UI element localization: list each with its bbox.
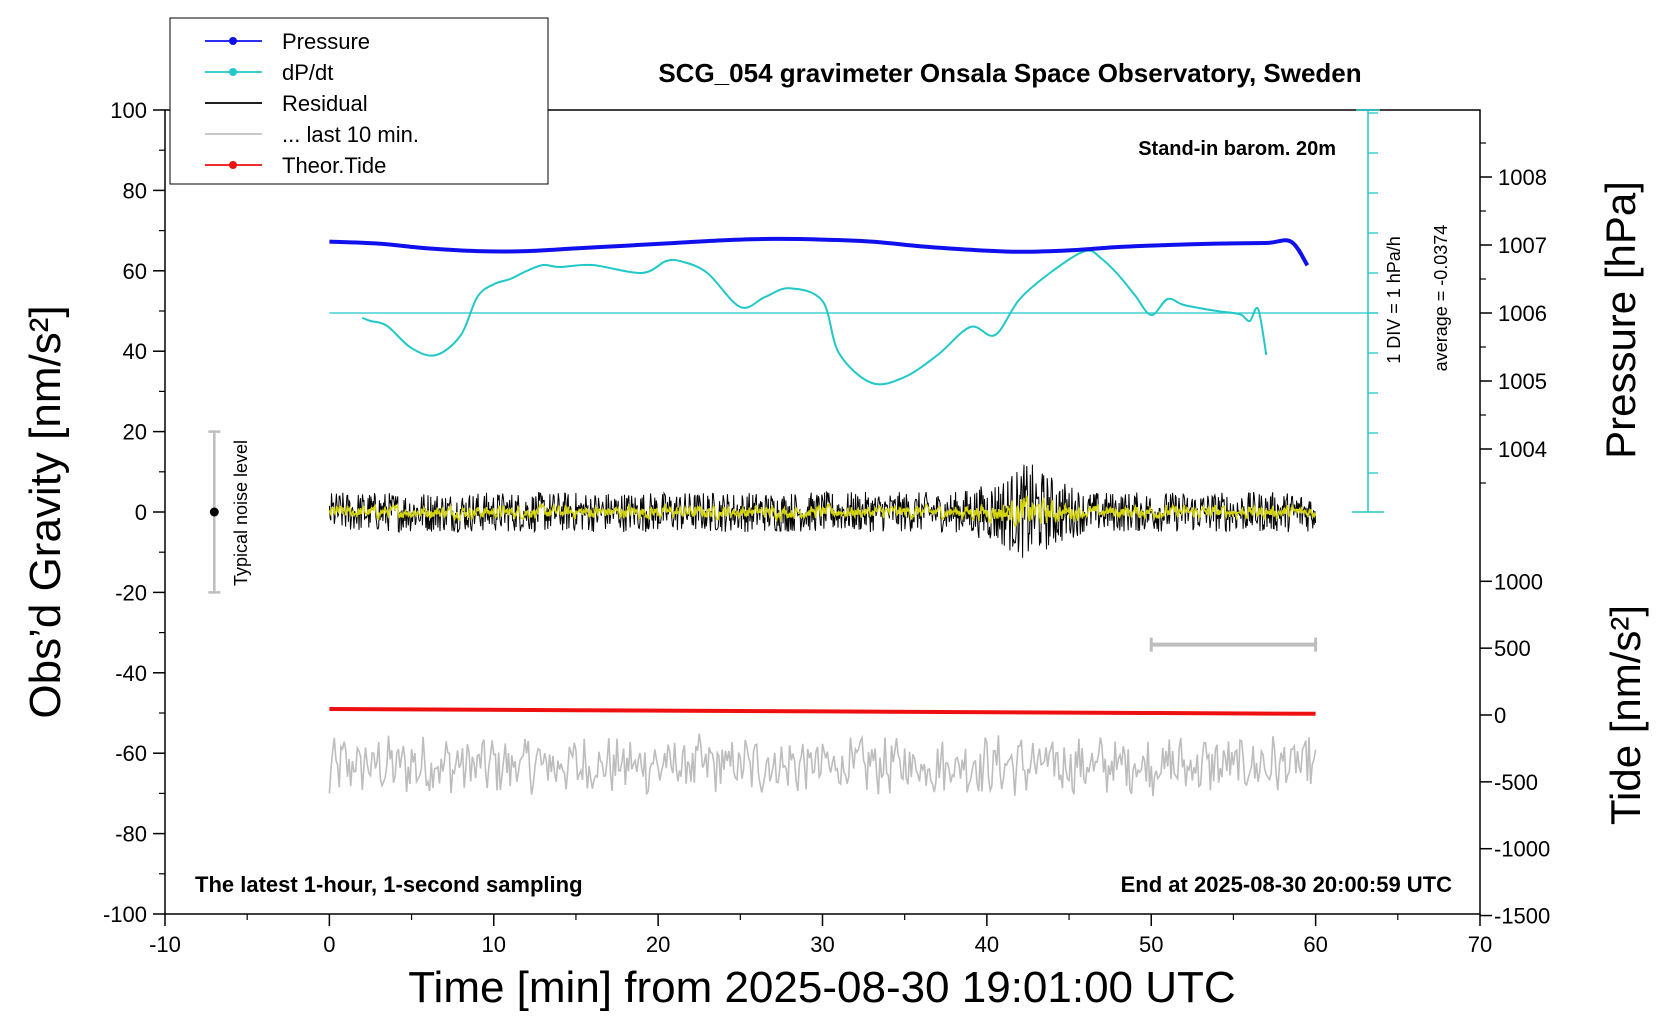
- tide-tick-label: 1000: [1494, 569, 1543, 594]
- dpdt-average-label: average = -0.0374: [1431, 225, 1451, 372]
- x-tick-label: 20: [646, 932, 670, 957]
- legend-label: dP/dt: [282, 60, 333, 85]
- tide-tick-label: 500: [1494, 636, 1531, 661]
- tide-tick-label: 0: [1494, 703, 1506, 728]
- x-tick-label: 50: [1139, 932, 1163, 957]
- x-tick-label: 70: [1468, 932, 1492, 957]
- noise-level-dot: [209, 507, 219, 517]
- legend-label: ... last 10 min.: [282, 122, 419, 147]
- pressure-tick-label: 1008: [1498, 165, 1547, 190]
- series-pressure: [329, 236, 1310, 267]
- legend: Pressure dP/dt Residual ... last 10 min. The…: [169, 17, 549, 185]
- pressure-tick-label: 1005: [1498, 369, 1547, 394]
- dpdt-scale-label: 1 DIV = 1 hPa/h: [1384, 236, 1404, 364]
- y-tick-label: 60: [123, 259, 147, 284]
- pressure-tick-label: 1007: [1498, 233, 1547, 258]
- y-tick-label: 20: [123, 420, 147, 445]
- y-tick-label: -100: [103, 902, 147, 927]
- y-axis-label-left: Obs’d Gravity [nm/s²]: [21, 305, 70, 718]
- y-tick-label: -40: [115, 661, 147, 686]
- tide-tick-label: -1500: [1494, 904, 1550, 929]
- x-tick-label: 60: [1303, 932, 1327, 957]
- x-tick-label: -10: [149, 932, 181, 957]
- series-theor-tide: [329, 707, 1316, 716]
- tide-tick-label: -500: [1494, 770, 1538, 795]
- y-tick-label: 40: [123, 339, 147, 364]
- series-last-10-min: [328, 733, 1317, 797]
- pressure-tick-label: 1006: [1498, 301, 1547, 326]
- legend-label: Residual: [282, 91, 368, 116]
- legend-marker: [229, 37, 237, 45]
- y-tick-label: -80: [115, 822, 147, 847]
- x-tick-label: 40: [975, 932, 999, 957]
- legend-label: Pressure: [282, 29, 370, 54]
- x-tick-label: 0: [323, 932, 335, 957]
- tide-tick-label: -1000: [1494, 837, 1550, 862]
- legend-marker: [229, 161, 237, 169]
- x-tick-label: 30: [810, 932, 834, 957]
- chart-title: SCG_054 gravimeter Onsala Space Observat…: [658, 58, 1361, 88]
- y-axis-label-pressure: Pressure [hPa]: [1597, 181, 1644, 459]
- legend-box: [169, 17, 549, 185]
- y-tick-label: 80: [123, 178, 147, 203]
- y-axis-label-tide: Tide [nm/s²]: [1602, 605, 1649, 825]
- x-tick-label: 10: [482, 932, 506, 957]
- x-axis-label: Time [min] from 2025-08-30 19:01:00 UTC: [408, 963, 1235, 1012]
- y-tick-label: 100: [110, 98, 147, 123]
- footer-left-note: The latest 1-hour, 1-second sampling: [195, 872, 583, 897]
- barometer-note: Stand-in barom. 20m: [1138, 138, 1336, 160]
- legend-label: Theor.Tide: [282, 153, 386, 178]
- legend-marker: [229, 68, 237, 76]
- series-residual-smoothed: [328, 495, 1317, 528]
- y-tick-label: -60: [115, 741, 147, 766]
- footer-right-note: End at 2025-08-30 20:00:59 UTC: [1121, 872, 1452, 897]
- y-tick-label: 0: [135, 500, 147, 525]
- series-dpdt: [361, 249, 1268, 386]
- noise-level-label: Typical noise level: [231, 440, 251, 586]
- pressure-tick-label: 1004: [1498, 437, 1547, 462]
- y-tick-label: -20: [115, 580, 147, 605]
